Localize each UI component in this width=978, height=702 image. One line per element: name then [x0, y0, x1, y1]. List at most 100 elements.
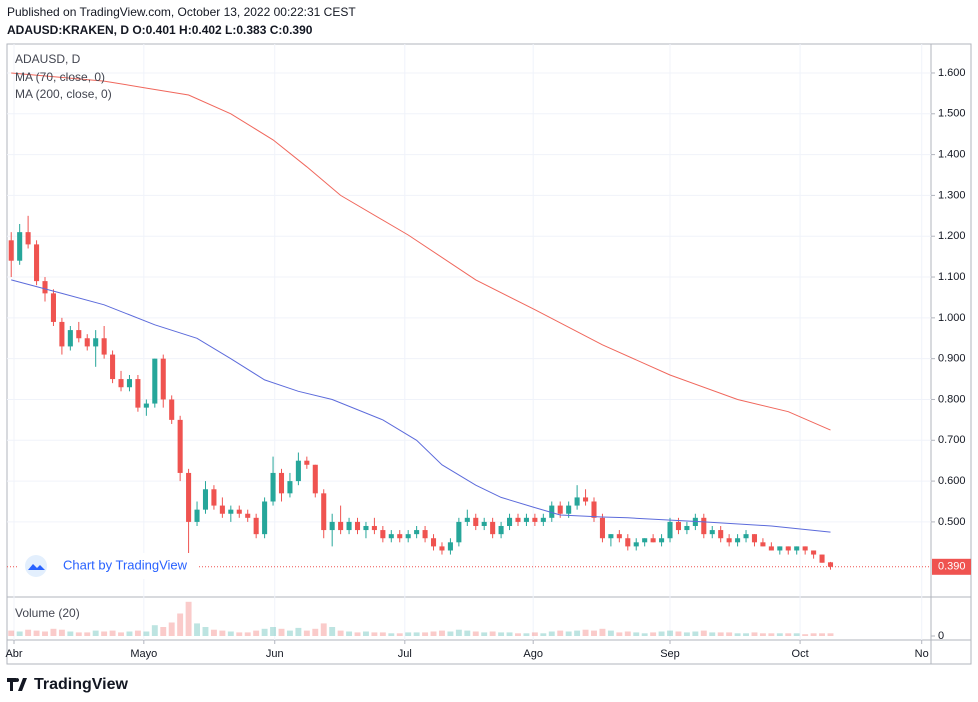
x-tick-label: Jun: [266, 648, 284, 660]
candle-body: [397, 534, 403, 539]
volume-bar: [261, 628, 268, 636]
volume-bar: [278, 628, 285, 636]
volume-bar: [219, 630, 226, 636]
volume-bar: [67, 631, 74, 636]
volume-bar: [768, 633, 775, 636]
candle-body: [228, 509, 234, 514]
volume-bar: [515, 633, 521, 636]
candle-body: [219, 505, 225, 514]
candle-body: [490, 521, 496, 535]
volume-bar: [244, 632, 251, 636]
volume-bar: [717, 632, 724, 636]
volume-bar: [109, 630, 116, 636]
candle-body: [236, 509, 242, 514]
candle-body: [507, 517, 513, 526]
candle-body: [574, 497, 580, 506]
candle-body: [42, 281, 48, 294]
candle-body: [456, 521, 462, 543]
candle-body: [667, 521, 673, 539]
volume-bar: [236, 632, 243, 636]
volume-bar: [759, 633, 766, 636]
y-tick-label: 0.500: [938, 516, 966, 528]
candle-body: [262, 501, 268, 535]
volume-bar: [591, 630, 597, 636]
candle-body: [751, 534, 758, 543]
volume-bar: [58, 629, 65, 636]
volume-bar: [743, 633, 749, 636]
candle-body: [794, 546, 800, 551]
volume-bar: [540, 633, 547, 636]
candle-body: [718, 530, 724, 539]
candle-body: [278, 472, 285, 494]
volume-tick-label: 0: [938, 630, 944, 642]
candle-body: [354, 521, 361, 531]
volume-bar: [337, 630, 344, 636]
candle-body: [785, 546, 791, 551]
candle-body: [118, 379, 124, 388]
volume-bar: [202, 627, 209, 636]
candle-body: [447, 542, 453, 551]
candle-body: [735, 538, 741, 543]
volume-bar: [548, 631, 555, 636]
volume-bar: [819, 633, 826, 636]
candle-body: [8, 240, 14, 261]
candle-body: [126, 379, 133, 388]
volume-bar: [683, 632, 690, 636]
volume-bar: [33, 630, 40, 636]
volume-bar: [599, 628, 606, 636]
volume-bar: [286, 630, 293, 636]
candle-body: [84, 338, 90, 347]
candle-body: [515, 517, 521, 522]
volume-bar: [810, 633, 817, 636]
quote-line: ADAUSD:KRAKEN, D O:0.401 H:0.402 L:0.383…: [7, 23, 313, 37]
volume-legend: Volume (20): [15, 606, 80, 620]
volume-bar: [363, 631, 369, 636]
volume-bar: [320, 623, 327, 636]
candle-body: [169, 399, 175, 420]
footer-logo: [7, 678, 27, 691]
legend-entry: MA (200, close, 0): [15, 87, 112, 101]
candle-body: [295, 460, 301, 482]
volume-bar: [481, 632, 488, 636]
volume-bar: [700, 630, 707, 636]
symbol-legend: ADAUSD, D: [15, 52, 81, 66]
volume-bar: [346, 631, 353, 636]
candle-body: [321, 493, 327, 531]
candle-body: [523, 517, 529, 522]
volume-bar: [498, 632, 505, 636]
volume-bar: [185, 601, 192, 636]
candle-body: [599, 517, 605, 539]
volume-bar: [607, 630, 614, 636]
volume-bar: [565, 631, 572, 636]
volume-bar: [675, 631, 682, 636]
candle-body: [76, 330, 82, 339]
candle-body: [811, 550, 817, 555]
candle-body: [557, 505, 563, 514]
candle-body: [726, 538, 732, 543]
volume-bar: [303, 630, 310, 636]
candle-body: [110, 354, 116, 380]
volume-bar: [827, 633, 834, 636]
volume-bar: [194, 623, 200, 636]
candle-body: [101, 338, 107, 355]
volume-bar: [439, 630, 445, 636]
volume-bar: [641, 633, 648, 636]
candle-body: [388, 534, 394, 539]
volume-bar: [50, 628, 57, 636]
candle-body: [802, 546, 808, 551]
candle-body: [583, 497, 589, 502]
candle-body: [34, 244, 40, 282]
watermark-icon: [25, 555, 47, 577]
candle-body: [338, 521, 344, 531]
candle-body: [329, 521, 335, 531]
volume-bar: [405, 632, 412, 636]
candle-body: [17, 232, 23, 261]
volume-bar: [422, 632, 429, 636]
volume-bar: [709, 632, 716, 636]
candle-body: [67, 330, 73, 347]
candle-body: [684, 525, 690, 531]
y-tick-label: 0.600: [938, 475, 966, 487]
candle-body: [743, 534, 749, 539]
candle-body: [709, 530, 715, 535]
